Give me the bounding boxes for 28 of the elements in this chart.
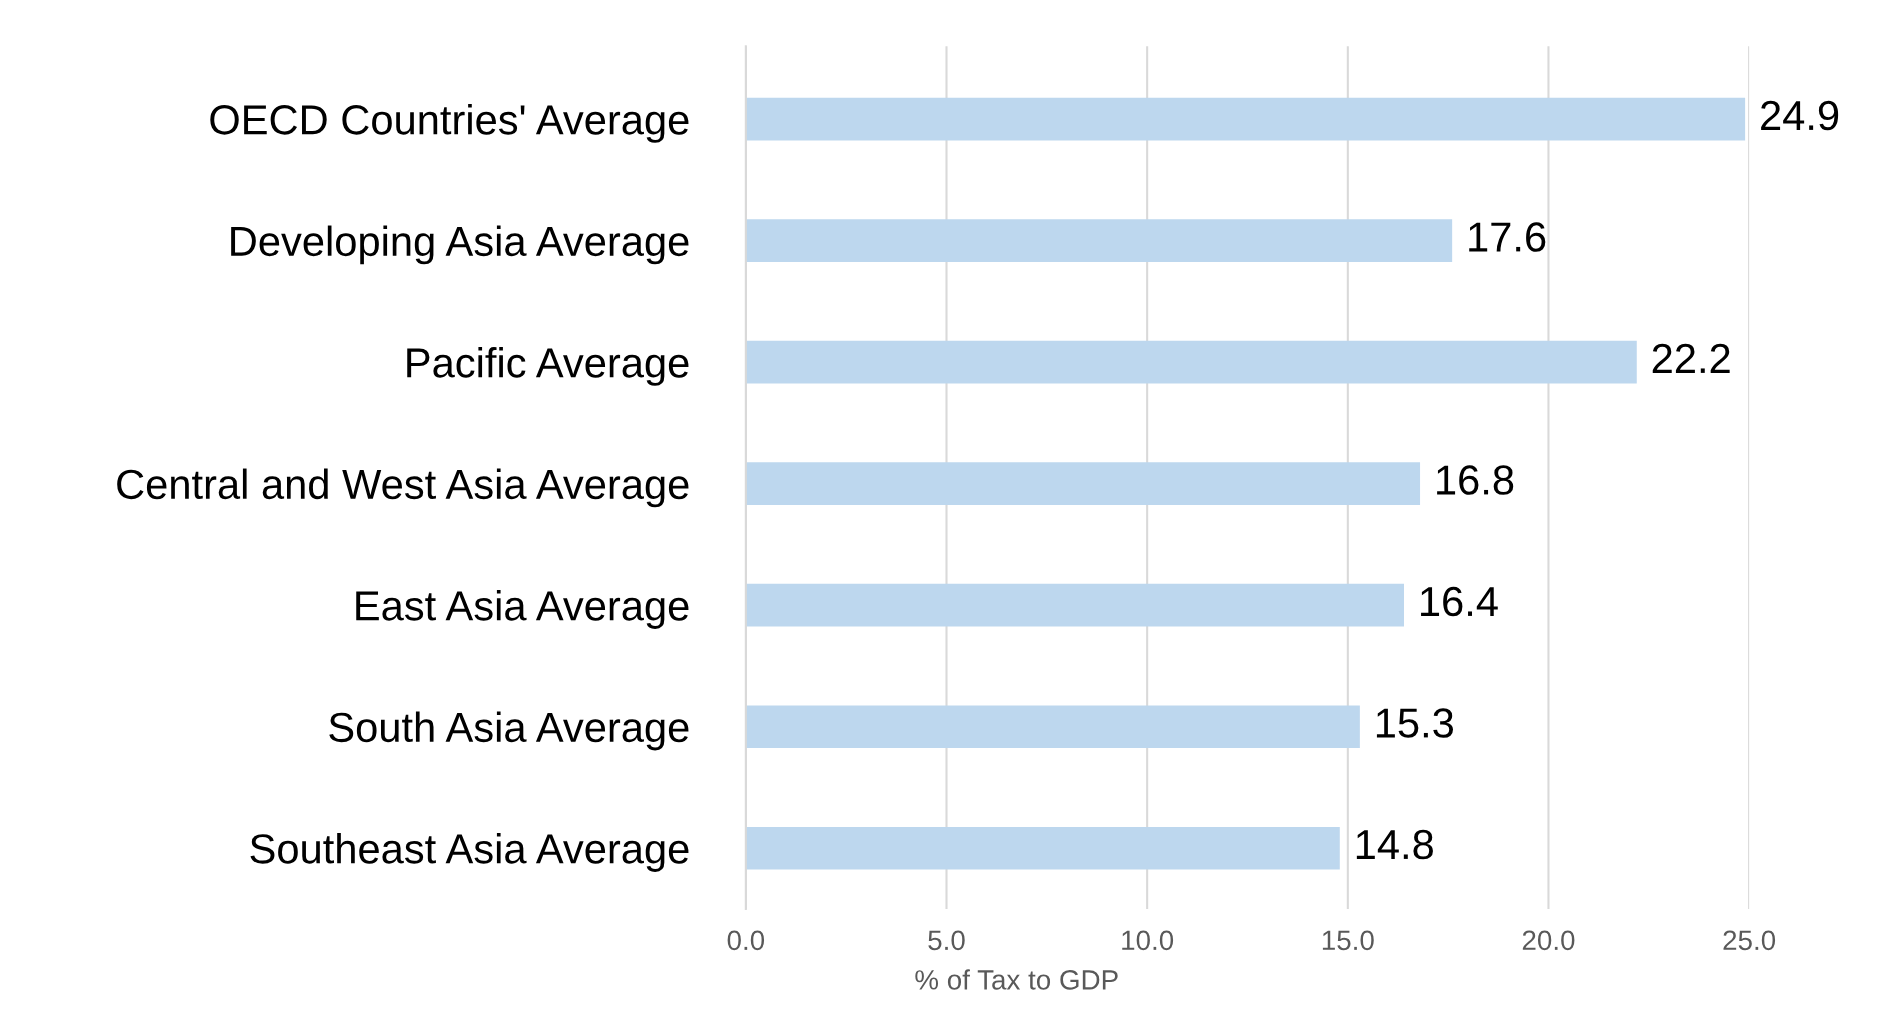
data-label: 22.2 — [1652, 343, 1730, 373]
data-label: 16.4 — [1421, 586, 1498, 617]
bar — [745, 462, 1421, 505]
bar — [745, 340, 1637, 384]
y-tick-label: Pacific Average — [407, 347, 689, 386]
bar — [745, 583, 1404, 627]
y-tick-label: East Asia Average — [356, 590, 689, 629]
x-tick-label: 5.0 — [928, 930, 965, 951]
data-label: 24.9 — [1761, 100, 1839, 131]
x-axis-title: % of Tax to GDP — [915, 969, 1118, 990]
bar — [745, 97, 1746, 141]
data-label: 15.3 — [1376, 708, 1454, 738]
bar — [745, 705, 1360, 748]
data-label: 17.6 — [1469, 222, 1546, 252]
x-tick-label: 20.0 — [1522, 930, 1575, 951]
y-tick-label: Developing Asia Average — [231, 225, 689, 265]
bar — [745, 826, 1340, 870]
x-tick-label: 10.0 — [1122, 930, 1174, 951]
data-label: 14.8 — [1356, 829, 1433, 860]
x-tick-label: 25.0 — [1723, 930, 1776, 951]
data-label: 16.8 — [1437, 465, 1514, 495]
x-tick-label: 15.0 — [1322, 930, 1374, 951]
y-tick-label: South Asia Average — [329, 711, 689, 751]
y-tick-label: Central and West Asia Average — [117, 468, 689, 508]
y-tick-label: Southeast Asia Average — [250, 833, 689, 872]
x-tick-label: 0.0 — [727, 930, 765, 951]
y-tick-label: OECD Countries' Average — [210, 104, 689, 143]
bar — [745, 219, 1453, 262]
